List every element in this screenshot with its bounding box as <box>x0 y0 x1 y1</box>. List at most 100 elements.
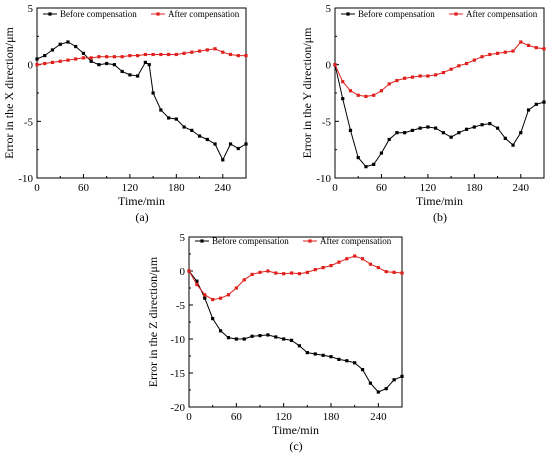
panel-3-series-before-point <box>289 338 294 342</box>
panel-3-series-after-point <box>392 270 396 274</box>
panel-2-series-after-point <box>449 67 453 71</box>
panel-1-legend-swatch-marker <box>48 12 52 16</box>
panel-3-xtick-label: 180 <box>323 411 340 423</box>
panel-2-series-after-point <box>426 74 430 78</box>
panel-2-caption: (b) <box>433 210 447 224</box>
panel-2-series-before-point <box>526 108 531 112</box>
panel-3: 0 60 120 180 240 5 0 -5 -10 -15 -20 Time/min Error i… <box>146 232 404 453</box>
panel-3-series-after-point <box>305 270 309 274</box>
panel-3-series-before-point <box>258 334 262 338</box>
panel-2: 0 60 120 180 240 5 0 -5 -10 Time/min Error in the … <box>300 3 546 224</box>
panel-2-series-after-point <box>503 50 507 54</box>
panel-1-series-before-point <box>221 158 225 162</box>
panel-1-series-before-point <box>166 116 171 120</box>
panel-1-series-after-point <box>182 51 186 55</box>
panel-2-series-after-point <box>519 40 523 44</box>
panel-2-series-before-point <box>464 127 469 131</box>
panel-1-series-before-point <box>197 134 202 138</box>
panel-3-series-before-point <box>353 361 357 365</box>
panel-1-series-before-point <box>174 117 178 121</box>
panel-1-series-before-point <box>205 137 209 142</box>
panel-3-xtick-label: 120 <box>275 411 292 423</box>
panel-2-xlabel: Time/min <box>416 194 463 208</box>
panel-1-series-after-point <box>58 59 62 63</box>
panel-3-series-before-point <box>203 296 207 300</box>
panel-3-ytick-label: 0 <box>180 266 186 278</box>
panel-1-series-after-point <box>89 56 93 60</box>
panel-1-xtick-label: 120 <box>122 182 139 194</box>
panel-2-series-before-point <box>387 137 391 142</box>
panel-1-series-before-point <box>112 63 117 67</box>
panel-2-series-before-point <box>441 131 445 135</box>
panel-1-series-after-point <box>159 52 163 57</box>
panel-2-series-before-point <box>418 126 422 130</box>
panel-1-series-before-point <box>190 128 194 132</box>
panel-1-series-after-point <box>166 52 171 57</box>
panel-2-ylabel: Error in the Y direction/μm <box>300 27 314 159</box>
panel-1-xlabel: Time/min <box>118 194 165 208</box>
panel-2-series-before-line <box>334 64 545 168</box>
panel-2-series-before-point <box>395 131 399 135</box>
panel-2-series-after-point <box>488 52 492 57</box>
panel-3-series-after-line <box>188 255 403 301</box>
panel-2-ytick-label: 0 <box>326 60 332 72</box>
panel-2-series-after-point <box>534 46 538 50</box>
panel-1-series-after-point <box>190 50 194 54</box>
panel-1-series-before-point <box>159 108 163 112</box>
panel-3-xtick-label: 60 <box>231 411 243 423</box>
panel-3-series-before-point <box>337 357 341 361</box>
panel-3-series-after-point <box>360 257 365 261</box>
panel-1-xtick-label: 180 <box>168 182 185 194</box>
panel-3-series-before-point <box>400 374 404 378</box>
panel-2-series-after-point <box>341 80 345 84</box>
panel-3-series-before-point <box>305 351 309 355</box>
panel-3-series-before-point <box>329 355 333 359</box>
panel-2-series-before-point <box>457 131 461 135</box>
panel-1-series-before-point <box>143 60 147 64</box>
panel-2-series-after <box>333 40 546 98</box>
panel-2-series-before-point <box>534 102 538 106</box>
panel-2-series-before-point <box>472 125 476 129</box>
panel-3-series-before-point <box>274 335 278 339</box>
panel-1-series-before-point <box>74 44 78 49</box>
panel-3-ytick-label: -10 <box>170 334 185 346</box>
panel-3-series-after <box>187 254 404 302</box>
panel-2-series-before-point <box>480 123 484 127</box>
panel-3-ytick-label: -15 <box>170 368 185 380</box>
panel-1-series-before <box>35 40 248 162</box>
panel-2-series-before-point <box>488 122 492 126</box>
panel-3-legend-label: Before compensation <box>212 236 289 246</box>
panel-1-series-before-point <box>97 63 101 67</box>
panel-2-series-before <box>333 63 546 169</box>
panel-3-series-before-point <box>321 353 325 357</box>
panel-2-series-after-point <box>495 51 500 55</box>
panel-2-series-before-point <box>341 97 345 101</box>
panel-2-series-after-point <box>542 47 546 51</box>
panel-1-series-after-point <box>205 48 209 52</box>
panel-3-series-before-point <box>195 279 199 283</box>
panel-3-series-after-point <box>337 260 341 264</box>
panel-2-series-before-point <box>403 131 407 135</box>
panel-1-series-after-point <box>66 58 70 62</box>
panel-2-series-after-point <box>457 64 461 68</box>
panel-2-series-before-point <box>364 165 368 169</box>
panel-3-series-after-point <box>242 278 246 282</box>
panel-3-series-before-point <box>392 378 396 382</box>
panel-3-series-before-point <box>297 344 302 348</box>
panel-3-series-after-point <box>384 270 388 274</box>
panel-3-legend: Before compensation After compensation <box>195 236 392 246</box>
panel-1-legend-label: After compensation <box>168 9 240 19</box>
panel-2-series-after-point <box>348 89 353 93</box>
panel-3-legend-swatch-marker <box>200 239 204 243</box>
panel-2-plot-frame <box>334 7 545 179</box>
panel-3-series-before-point <box>226 336 231 340</box>
panel-2-series-after-point <box>364 94 368 98</box>
panel-2-ytick-label: -10 <box>316 173 331 185</box>
panel-3-ytick-label: -5 <box>176 300 186 312</box>
panel-2-series-after-point <box>441 71 445 75</box>
panel-2-series-before-point <box>449 135 453 139</box>
panel-1-series-before-point <box>151 91 155 95</box>
panel-1-series-before-point <box>228 142 233 146</box>
panel-2-legend: Before compensation After compensation <box>341 9 538 19</box>
